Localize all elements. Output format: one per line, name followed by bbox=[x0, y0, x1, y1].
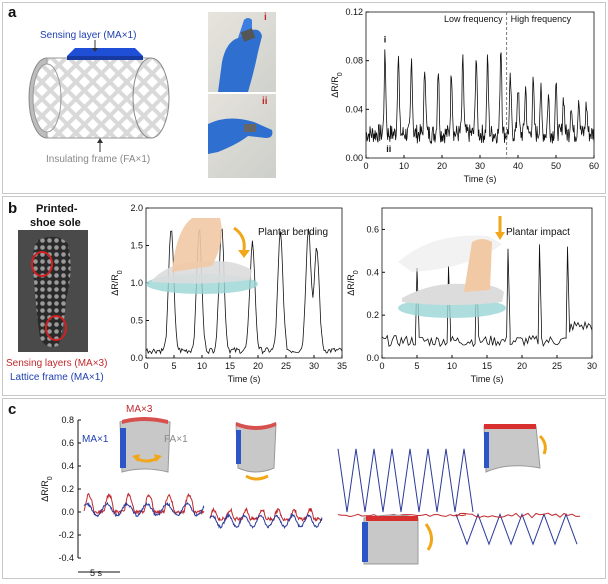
plantar-impact-label: Plantar impact bbox=[506, 227, 570, 238]
series-line bbox=[381, 244, 593, 348]
chart-c: -0.4 -0.2 0.0 0.2 0.4 0.6 0.8 ΔR/R0 5 s bbox=[40, 415, 581, 578]
x-tick-label: 10 bbox=[197, 361, 207, 371]
y-tick-label: 0.6 bbox=[366, 224, 379, 234]
y-tick-label: -0.2 bbox=[58, 530, 74, 540]
lattice-cylinder bbox=[28, 48, 170, 139]
device-bend4 bbox=[362, 514, 433, 565]
device-bend2 bbox=[235, 422, 277, 481]
y-tick-label: 0.8 bbox=[61, 415, 74, 425]
x-tick-label: 10 bbox=[399, 161, 409, 171]
photo-ii-label: ii bbox=[262, 96, 268, 107]
x-tick-label: 30 bbox=[475, 161, 485, 171]
annotation-ii: ii bbox=[386, 144, 391, 154]
x-tick-label: 50 bbox=[551, 161, 561, 171]
foot-bending-illustration bbox=[146, 218, 258, 294]
x-axis-label: Time (s) bbox=[471, 374, 504, 384]
lattice-frame-label: Lattice frame (MA×1) bbox=[10, 372, 104, 383]
y-tick-label: 2.0 bbox=[130, 203, 143, 213]
ma1-label: MA×1 bbox=[82, 434, 109, 445]
y-tick-label: 1.0 bbox=[130, 278, 143, 288]
x-tick-label: 15 bbox=[482, 361, 492, 371]
bend3-blue-line bbox=[337, 448, 474, 513]
chart-b1: 0 5 10 15 20 25 30 35 0.0 0.5 1.0 1.5 2.0 Time (s) ΔR/… bbox=[110, 203, 347, 384]
ma3-label: MA×3 bbox=[126, 404, 153, 415]
y-tick-label: 1.5 bbox=[130, 241, 143, 251]
insulating-frame-label: Insulating frame (FA×1) bbox=[46, 154, 151, 165]
y-axis-label: ΔR/R0 bbox=[110, 270, 124, 296]
x-tick-label: 25 bbox=[281, 361, 291, 371]
x-tick-label: 35 bbox=[337, 361, 347, 371]
frame-arrow bbox=[97, 138, 103, 152]
y-tick-label: 0.2 bbox=[366, 310, 379, 320]
x-tick-label: 5 bbox=[414, 361, 419, 371]
x-tick-label: 30 bbox=[587, 361, 597, 371]
x-tick-label: 0 bbox=[379, 361, 384, 371]
y-tick-label: 0.00 bbox=[345, 153, 363, 163]
y-tick-label: 0.4 bbox=[366, 267, 379, 277]
y-tick-label: 0.0 bbox=[61, 507, 74, 517]
bend3-red-line bbox=[337, 513, 467, 518]
sensing-layer-label: Sensing layer (MA×1) bbox=[40, 30, 137, 41]
x-tick-label: 25 bbox=[552, 361, 562, 371]
series-line bbox=[145, 228, 343, 355]
annotation-i: i bbox=[384, 34, 387, 44]
shoe-title-1: Printed- bbox=[36, 203, 78, 215]
high-frequency-label: High frequency bbox=[511, 14, 572, 24]
y-axis-label: ΔR/R0 bbox=[40, 476, 54, 502]
x-tick-label: 10 bbox=[447, 361, 457, 371]
x-tick-label: 20 bbox=[517, 361, 527, 371]
panel-c-label: c bbox=[8, 401, 17, 418]
fa1-label: FA×1 bbox=[164, 434, 188, 445]
scale-bar-label: 5 s bbox=[90, 568, 103, 578]
sensing-layers-label: Sensing layers (MA×3) bbox=[6, 358, 108, 369]
x-tick-label: 30 bbox=[309, 361, 319, 371]
y-axis-label: ΔR/R0 bbox=[330, 72, 344, 98]
bend1-blue-line bbox=[83, 501, 205, 518]
x-tick-label: 0 bbox=[363, 161, 368, 171]
x-tick-label: 15 bbox=[225, 361, 235, 371]
plantar-bending-label: Plantar bending bbox=[258, 227, 329, 238]
device-bend3 bbox=[483, 424, 547, 473]
panel-b bbox=[2, 196, 606, 396]
gloved-hand-i bbox=[218, 18, 262, 93]
x-axis-label: Time (s) bbox=[228, 374, 261, 384]
y-tick-label: 0.2 bbox=[61, 484, 74, 494]
bend4-blue-line bbox=[455, 512, 578, 546]
series-line bbox=[365, 49, 595, 145]
y-tick-label: 0.5 bbox=[130, 316, 143, 326]
x-tick-label: 60 bbox=[589, 161, 599, 171]
shoe-title-2: shoe sole bbox=[30, 217, 81, 229]
y-tick-label: -0.4 bbox=[58, 553, 74, 563]
x-tick-label: 20 bbox=[253, 361, 263, 371]
panel-b-label: b bbox=[8, 200, 18, 217]
x-axis-label: Time (s) bbox=[464, 174, 497, 184]
low-frequency-label: Low frequency bbox=[444, 14, 503, 24]
y-tick-label: 0.04 bbox=[345, 104, 363, 114]
x-tick-label: 0 bbox=[143, 361, 148, 371]
y-tick-label: 0.0 bbox=[366, 353, 379, 363]
bend2-blue-line bbox=[209, 513, 323, 530]
bend1-red-line bbox=[83, 492, 205, 516]
y-tick-label: 0.12 bbox=[345, 7, 363, 17]
shoe-sole-image bbox=[18, 230, 88, 352]
sensing-arrow bbox=[92, 40, 98, 52]
bend2-red-line bbox=[209, 506, 323, 523]
x-tick-label: 5 bbox=[171, 361, 176, 371]
x-tick-label: 40 bbox=[513, 161, 523, 171]
y-tick-label: 0.08 bbox=[345, 56, 363, 66]
y-tick-label: 0.4 bbox=[61, 461, 74, 471]
x-tick-label: 20 bbox=[437, 161, 447, 171]
panel-a-label: a bbox=[8, 4, 17, 21]
bend4-red-line bbox=[455, 512, 581, 519]
chart-a: 0 10 20 30 40 50 60 0.00 0.04 0.08 0.12 Time (s) ΔR/… bbox=[330, 7, 599, 184]
device-bend1 bbox=[119, 417, 171, 473]
photo-i-label: i bbox=[264, 12, 267, 23]
y-tick-label: 0.0 bbox=[130, 353, 143, 363]
y-tick-label: 0.6 bbox=[61, 438, 74, 448]
foot-impact-illustration bbox=[398, 216, 506, 318]
gloved-hand-ii bbox=[208, 118, 273, 154]
